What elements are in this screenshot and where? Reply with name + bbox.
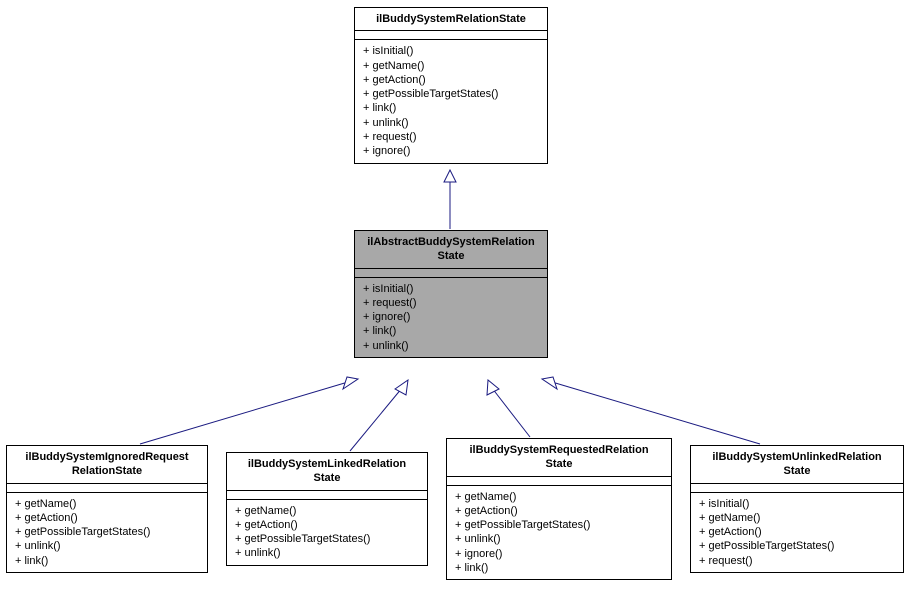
method-line: + request() [699,554,895,568]
class-methods: + getName()+ getAction()+ getPossibleTar… [447,486,671,580]
method-line: + getName() [363,59,539,73]
class-methods: + isInitial()+ getName()+ getAction()+ g… [355,40,547,162]
arrowhead [444,170,456,182]
class-box-interface-state: ilBuddySystemRelationState + isInitial()… [354,7,548,164]
method-line: + getPossibleTargetStates() [699,539,895,553]
method-line: + unlink() [15,539,199,553]
method-line: + isInitial() [363,44,539,58]
method-line: + ignore() [363,310,539,324]
class-attrs [355,31,547,40]
method-line: + getAction() [15,511,199,525]
uml-class-diagram: ilBuddySystemRelationState + isInitial()… [0,0,914,603]
method-line: + unlink() [235,546,419,560]
arrowhead [343,377,358,389]
method-line: + getAction() [363,73,539,87]
method-line: + request() [363,296,539,310]
method-line: + getName() [15,497,199,511]
class-attrs [227,491,427,500]
connector-linked-to-abstract [350,388,402,451]
class-title: ilBuddySystemRelationState [355,8,547,31]
method-line: + ignore() [455,547,663,561]
connector-requested-to-abstract [492,388,530,437]
method-line: + getName() [699,511,895,525]
method-line: + link() [363,101,539,115]
method-line: + getPossibleTargetStates() [455,518,663,532]
arrowhead [542,377,557,389]
method-line: + getPossibleTargetStates() [363,87,539,101]
method-line: + link() [363,324,539,338]
class-box-requested: ilBuddySystemRequestedRelationState + ge… [446,438,672,580]
class-attrs [447,477,671,486]
arrowhead [487,380,499,395]
method-line: + getPossibleTargetStates() [235,532,419,546]
class-box-linked: ilBuddySystemLinkedRelationState + getNa… [226,452,428,566]
class-methods: + getName()+ getAction()+ getPossibleTar… [227,500,427,565]
class-methods: + isInitial()+ getName()+ getAction()+ g… [691,493,903,572]
method-line: + getAction() [235,518,419,532]
method-line: + isInitial() [699,497,895,511]
class-attrs [691,484,903,493]
method-line: + getName() [455,490,663,504]
class-title: ilAbstractBuddySystemRelationState [355,231,547,269]
method-line: + getName() [235,504,419,518]
class-attrs [355,269,547,278]
method-line: + unlink() [455,532,663,546]
method-line: + unlink() [363,339,539,353]
method-line: + unlink() [363,116,539,130]
method-line: + getPossibleTargetStates() [15,525,199,539]
connector-unlinked-to-abstract [552,382,760,444]
method-line: + link() [15,554,199,568]
connector-ignored-to-abstract [140,382,348,444]
class-methods: + isInitial()+ request()+ ignore()+ link… [355,278,547,357]
method-line: + isInitial() [363,282,539,296]
method-line: + getAction() [699,525,895,539]
class-box-ignored-request: ilBuddySystemIgnoredRequestRelationState… [6,445,208,573]
method-line: + getAction() [455,504,663,518]
arrowhead [395,380,408,395]
method-line: + ignore() [363,144,539,158]
class-attrs [7,484,207,493]
class-title: ilBuddySystemRequestedRelationState [447,439,671,477]
class-title: ilBuddySystemUnlinkedRelationState [691,446,903,484]
method-line: + request() [363,130,539,144]
class-title: ilBuddySystemIgnoredRequestRelationState [7,446,207,484]
class-box-unlinked: ilBuddySystemUnlinkedRelationState + isI… [690,445,904,573]
class-box-abstract-state: ilAbstractBuddySystemRelationState + isI… [354,230,548,358]
class-methods: + getName()+ getAction()+ getPossibleTar… [7,493,207,572]
method-line: + link() [455,561,663,575]
class-title: ilBuddySystemLinkedRelationState [227,453,427,491]
